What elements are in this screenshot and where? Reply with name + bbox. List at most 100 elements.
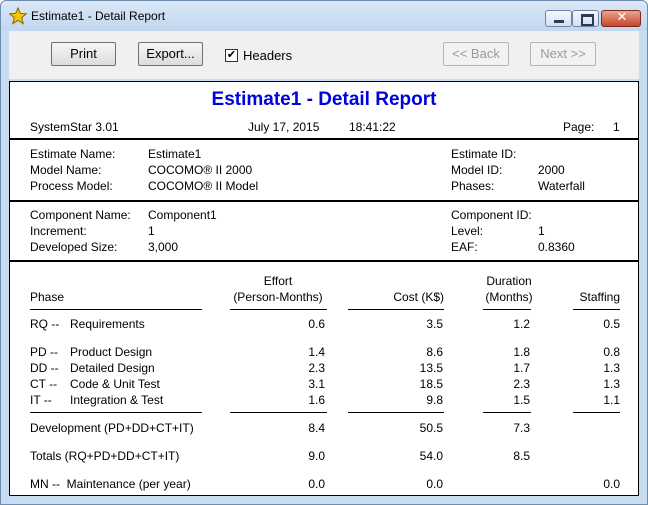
totals-effort: 9.0 — [308, 449, 325, 463]
row-staffing: 0.5 — [603, 317, 620, 331]
next-button[interactable]: Next >> — [530, 42, 596, 66]
row-effort: 0.6 — [308, 317, 325, 331]
row-code: RQ -- — [30, 317, 60, 331]
model-name-value: COCOMO® II 2000 — [148, 163, 253, 177]
phase-header: Phase — [30, 290, 65, 304]
row-phase: Code & Unit Test — [70, 377, 160, 391]
close-button[interactable]: ✕ — [601, 10, 641, 27]
model-name-label: Model Name: — [30, 163, 102, 177]
level-label: Level: — [451, 224, 484, 238]
row-phase: Integration & Test — [70, 393, 164, 407]
minimize-button[interactable] — [545, 10, 572, 27]
component-name-label: Component Name: — [30, 208, 131, 222]
duration-unit-header: (Months) — [485, 290, 533, 304]
maintenance-cost: 0.0 — [426, 477, 443, 491]
row-staffing: 1.1 — [603, 393, 620, 407]
minimize-icon — [554, 20, 564, 23]
totals-duration: 8.5 — [513, 449, 530, 463]
row-cost: 3.5 — [426, 317, 443, 331]
report-page: Estimate1 - Detail Report SystemStar 3.0… — [9, 81, 639, 496]
section-underline — [230, 412, 327, 413]
maintenance-effort: 0.0 — [308, 477, 325, 491]
maintenance-staffing: 0.0 — [603, 477, 620, 491]
divider — [10, 138, 638, 140]
developed-size-label: Developed Size: — [30, 240, 118, 254]
cost-header: Cost (K$) — [393, 290, 444, 304]
header-underline — [573, 309, 620, 310]
export-button[interactable]: Export... — [138, 42, 203, 66]
header-underline — [348, 309, 444, 310]
row-effort: 1.6 — [308, 393, 325, 407]
development-effort: 8.4 — [308, 421, 325, 435]
header-underline — [483, 309, 531, 310]
row-code: CT -- — [30, 377, 58, 391]
report-time: 18:41:22 — [349, 120, 396, 134]
section-underline — [483, 412, 531, 413]
row-duration: 1.8 — [513, 345, 530, 359]
section-underline — [573, 412, 620, 413]
level-value: 1 — [538, 224, 545, 238]
page-number: 1 — [613, 120, 620, 134]
page-label: Page: — [563, 120, 595, 134]
row-duration: 1.2 — [513, 317, 530, 331]
row-duration: 2.3 — [513, 377, 530, 391]
row-cost: 9.8 — [426, 393, 443, 407]
row-effort: 3.1 — [308, 377, 325, 391]
app-version: SystemStar 3.01 — [30, 120, 119, 134]
phases-label: Phases: — [451, 179, 495, 193]
star-icon — [9, 7, 27, 25]
totals-label: Totals (RQ+PD+DD+CT+IT) — [30, 449, 180, 463]
report-title: Estimate1 - Detail Report — [211, 89, 437, 110]
section-underline — [30, 412, 202, 413]
row-code: DD -- — [30, 361, 59, 375]
duration-header: Duration — [486, 274, 532, 288]
row-staffing: 1.3 — [603, 377, 620, 391]
process-model-value: COCOMO® II Model — [148, 179, 259, 193]
back-button[interactable]: << Back — [443, 42, 509, 66]
row-staffing: 0.8 — [603, 345, 620, 359]
totals-cost: 54.0 — [419, 449, 443, 463]
headers-checkbox-label[interactable]: Headers — [243, 48, 293, 63]
eaf-value: 0.8360 — [538, 240, 575, 254]
row-duration: 1.5 — [513, 393, 530, 407]
staffing-header: Staffing — [579, 290, 620, 304]
row-effort: 2.3 — [308, 361, 325, 375]
headers-checkbox[interactable]: ✔ — [225, 48, 238, 62]
print-button[interactable]: Print — [51, 42, 116, 66]
header-underline — [30, 309, 202, 310]
increment-label: Increment: — [30, 224, 87, 238]
divider — [10, 260, 638, 262]
model-id-label: Model ID: — [451, 163, 503, 177]
toolbar: Print Export... << Back Next >> — [9, 31, 639, 79]
row-effort: 1.4 — [308, 345, 325, 359]
component-id-label: Component ID: — [451, 208, 532, 222]
divider — [10, 200, 638, 202]
eaf-label: EAF: — [451, 240, 478, 254]
development-cost: 50.5 — [419, 421, 443, 435]
row-cost: 8.6 — [426, 345, 443, 359]
development-duration: 7.3 — [513, 421, 530, 435]
estimate-name-value: Estimate1 — [148, 147, 202, 161]
close-icon: ✕ — [616, 10, 628, 25]
row-phase: Detailed Design — [70, 361, 155, 375]
row-cost: 13.5 — [419, 361, 443, 375]
row-duration: 1.7 — [513, 361, 530, 375]
increment-value: 1 — [148, 224, 155, 238]
process-model-label: Process Model: — [30, 179, 113, 193]
row-phase: Requirements — [70, 317, 145, 331]
row-cost: 18.5 — [419, 377, 443, 391]
title-bar[interactable]: Estimate1 - Detail Report ✕ — [1, 1, 647, 31]
section-underline — [348, 412, 444, 413]
effort-header: Effort — [263, 274, 293, 288]
row-staffing: 1.3 — [603, 361, 620, 375]
model-id-value: 2000 — [538, 163, 565, 177]
maintenance-label: MN -- Maintenance (per year) — [30, 477, 191, 491]
maximize-icon — [581, 14, 594, 26]
header-underline — [230, 309, 327, 310]
row-phase: Product Design — [70, 345, 153, 359]
developed-size-value: 3,000 — [148, 240, 179, 254]
effort-unit-header: (Person-Months) — [233, 290, 323, 304]
phases-value: Waterfall — [538, 179, 585, 193]
maximize-button[interactable] — [572, 10, 599, 27]
